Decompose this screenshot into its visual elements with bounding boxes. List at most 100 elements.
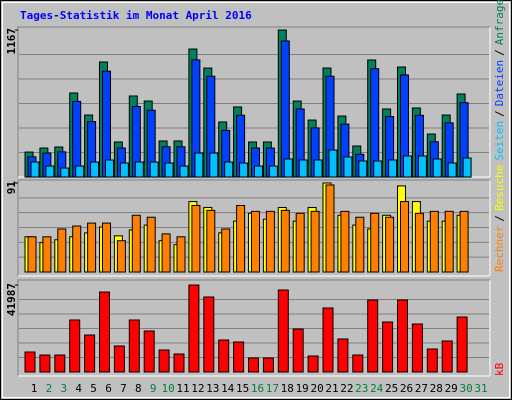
bar [459, 210, 469, 273]
bar [355, 216, 365, 273]
bar [209, 152, 219, 178]
x-tick-label: 16 [251, 382, 264, 395]
bar [194, 152, 204, 178]
bar [131, 214, 141, 273]
x-tick-label: 4 [75, 382, 82, 395]
bar [325, 184, 335, 273]
bar [280, 40, 290, 178]
legend-separator: / [493, 215, 506, 222]
bar [45, 165, 55, 178]
x-tick-label: 17 [266, 382, 279, 395]
bar [248, 357, 259, 373]
x-tick-label: 24 [370, 382, 384, 395]
bar [352, 354, 364, 373]
bar [447, 162, 457, 178]
legend: Rechner / Besuche Seiten / Dateien / Anfragen [493, 0, 506, 272]
bar [221, 228, 231, 273]
bar [146, 216, 156, 273]
bar [149, 161, 159, 178]
bar [414, 212, 424, 273]
bar [385, 216, 395, 273]
bar [367, 299, 379, 373]
bar [87, 222, 97, 273]
bar [72, 225, 82, 273]
bar [161, 233, 171, 273]
bar [218, 339, 230, 373]
bar [54, 354, 66, 373]
legend-entry: Besuche [493, 165, 506, 211]
bar [343, 156, 353, 178]
bar [102, 222, 111, 273]
bar [283, 158, 293, 178]
bar [233, 341, 245, 373]
bar [292, 328, 304, 373]
bar [265, 210, 275, 273]
bar [203, 296, 215, 373]
bar [57, 228, 67, 273]
bar [164, 162, 174, 178]
bar [310, 210, 320, 273]
bar [388, 159, 398, 178]
x-tick-label: 15 [236, 382, 249, 395]
x-tick-label: 12 [191, 382, 204, 395]
bar [400, 201, 409, 273]
bar [236, 204, 246, 273]
bar [30, 161, 40, 178]
x-tick-label: 2 [46, 382, 53, 395]
x-tick-label: 19 [296, 382, 309, 395]
bar [179, 165, 189, 178]
legend-separator: / [493, 110, 506, 117]
bar [358, 160, 368, 178]
bar [75, 165, 85, 178]
bar [268, 165, 278, 178]
bar [84, 334, 96, 373]
x-tick-label: 3 [60, 382, 67, 395]
bar [397, 299, 408, 373]
bar [105, 159, 114, 178]
bar [328, 149, 338, 178]
bar [307, 355, 319, 373]
bar [444, 210, 454, 273]
bar [462, 157, 472, 178]
bar [39, 354, 51, 373]
bar [411, 323, 423, 373]
x-tick-label: 5 [90, 382, 97, 395]
x-tick-label: 26 [400, 382, 413, 395]
legend-entry: Seiten [493, 121, 506, 161]
x-tick-label: 28 [430, 382, 443, 395]
x-tick-label: 25 [385, 382, 398, 395]
bar [322, 307, 334, 373]
x-tick-label: 13 [206, 382, 219, 395]
bar [370, 212, 380, 273]
x-tick-label: 9 [150, 382, 157, 395]
x-tick-label: 6 [105, 382, 112, 395]
bar [432, 158, 442, 178]
bar [340, 210, 350, 273]
bar [128, 319, 140, 373]
legend-entry: Dateien [493, 60, 506, 106]
bar [280, 209, 290, 273]
bar [295, 212, 305, 273]
bar [188, 284, 200, 373]
x-tick-label: 10 [161, 382, 174, 395]
legend-entry: Rechner [493, 225, 506, 272]
bar [24, 351, 36, 373]
x-tick-label: 23 [355, 382, 368, 395]
bar [262, 357, 274, 373]
bar [298, 159, 308, 178]
bar [116, 240, 126, 273]
x-tick-label: 7 [120, 382, 127, 395]
legend-separator: / [493, 49, 506, 56]
bar [277, 289, 289, 373]
bar [441, 340, 453, 373]
bar [90, 161, 100, 178]
bar [429, 210, 439, 273]
bar [456, 316, 468, 373]
legend-entry: kB [493, 362, 506, 376]
bar [173, 353, 185, 373]
y-tick-label: 1167 [5, 28, 18, 55]
y-tick-label: 41987 [5, 283, 18, 316]
y-tick-label: 91 [5, 181, 18, 195]
